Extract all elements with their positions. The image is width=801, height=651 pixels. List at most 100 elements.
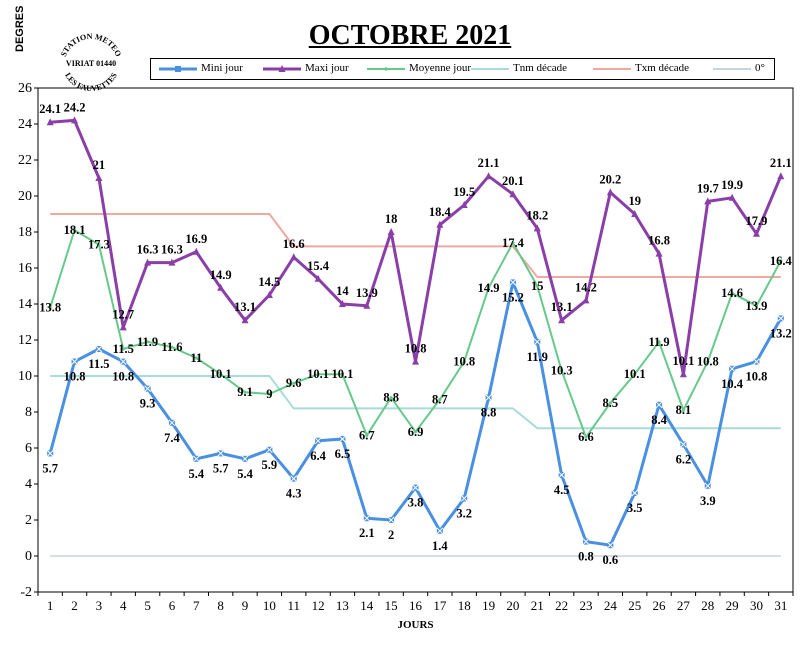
mini-data-label: 8.4 <box>651 413 667 427</box>
x-tick-label: 12 <box>312 598 325 613</box>
x-tick-label: 26 <box>653 598 667 613</box>
moyenne-data-label: 11.9 <box>648 335 669 349</box>
y-tick-label: 2 <box>25 513 32 528</box>
moyenne-point <box>584 435 588 439</box>
maxi-point <box>655 249 663 257</box>
mini-point-cross <box>412 484 419 491</box>
mini-point-cross <box>606 541 614 549</box>
maxi-data-label: 16.3 <box>137 243 159 257</box>
maxi-data-label: 21.1 <box>770 156 792 170</box>
mini-data-label: 0.8 <box>578 550 594 564</box>
moyenne-data-label: 11.9 <box>137 335 158 349</box>
maxi-point <box>46 118 54 126</box>
maxi-point <box>679 370 687 378</box>
mini-point-cross <box>728 365 736 373</box>
mini-data-label: 10.8 <box>112 370 134 384</box>
x-tick-label: 31 <box>774 598 787 613</box>
moyenne-point <box>413 430 418 434</box>
maxi-data-label: 14.5 <box>258 275 280 289</box>
maxi-data-label: 24.2 <box>64 100 86 114</box>
x-tick-label: 27 <box>677 598 691 613</box>
moyenne-data-label: 17.3 <box>88 238 110 252</box>
mini-point-cross <box>144 385 151 392</box>
y-tick-label: 0 <box>25 549 32 564</box>
x-tick-label: 22 <box>555 598 568 613</box>
moyenne-point <box>657 340 661 344</box>
maxi-point <box>777 172 785 180</box>
mini-point-cross <box>509 279 517 286</box>
moyenne-data-label: 10.3 <box>551 364 573 378</box>
moyenne-point <box>48 306 52 310</box>
maxi-point <box>168 258 176 266</box>
mini-data-label: 3.8 <box>408 496 424 510</box>
moyenne-point <box>292 381 296 385</box>
maxi-point <box>241 316 249 324</box>
moyenne-point <box>145 340 150 344</box>
moyenne-data-label: 13.9 <box>746 299 768 313</box>
chart-title: OCTOBRE 2021 <box>308 20 512 51</box>
y-tick-label: 8 <box>25 405 32 420</box>
moyenne-data-label: 16.4 <box>770 254 793 268</box>
moyenne-data-label: 10.8 <box>697 355 719 369</box>
legend-marker <box>175 66 181 72</box>
mini-point-cross <box>704 482 712 490</box>
maxi-data-label: 16.3 <box>161 243 183 257</box>
moyenne-data-label: 10.1 <box>624 367 646 381</box>
txm-decade-line <box>50 213 781 278</box>
moyenne-point <box>438 397 442 401</box>
y-tick-label: 22 <box>18 153 32 168</box>
x-tick-label: 19 <box>482 598 495 613</box>
tnm-decade-line <box>50 375 781 430</box>
maxi-data-label: 20.2 <box>599 172 621 186</box>
x-tick-label: 13 <box>336 598 349 613</box>
moyenne-data-label: 13.8 <box>39 301 61 315</box>
mini-point-cross <box>436 527 444 535</box>
moyenne-data-label: 15 <box>531 279 544 293</box>
maxi-point <box>412 357 419 365</box>
maxi-data-label: 10.1 <box>672 354 694 368</box>
x-tick-label: 14 <box>360 598 374 613</box>
maxi-point <box>217 283 225 291</box>
maxi-point <box>728 193 736 201</box>
x-tick-label: 30 <box>750 598 763 613</box>
moyenne-data-label: 8.5 <box>603 396 619 410</box>
x-tick-label: 20 <box>506 598 519 613</box>
y-tick-label: 6 <box>25 441 32 456</box>
y-tick-label: 26 <box>18 81 32 96</box>
moyenne-point <box>754 304 759 308</box>
moyenne-point <box>633 372 637 376</box>
moyenne-data-label: 18.1 <box>64 223 86 237</box>
legend-swatch <box>263 65 301 72</box>
maxi-point <box>558 316 566 324</box>
moyenne-point <box>535 284 539 288</box>
mini-data-label: 5.9 <box>262 458 278 472</box>
maxi-data-label: 21 <box>93 158 106 172</box>
moyenne-data-label: 9 <box>266 387 272 401</box>
mini-point-cross <box>631 489 639 497</box>
maxi-data-label: 14.2 <box>575 280 597 294</box>
maxi-data-label: 14.9 <box>210 268 232 282</box>
moyenne-data-label: 8.7 <box>432 392 448 406</box>
legend-label: Tnm décade <box>513 62 568 74</box>
x-tick-label: 2 <box>71 598 78 613</box>
maxi-point <box>95 174 103 181</box>
mini-point-cross <box>290 475 298 482</box>
y-tick-label: 18 <box>18 225 32 240</box>
x-tick-label: 4 <box>120 598 127 613</box>
x-tick-label: 8 <box>217 598 224 613</box>
mini-data-label: 15.2 <box>502 290 524 304</box>
mini-data-label: 6.2 <box>676 452 692 466</box>
maxi-point <box>704 197 712 205</box>
maxi-point <box>752 229 760 237</box>
mini-point-cross <box>387 516 395 524</box>
mini-point-cross <box>558 471 565 479</box>
mini-data-label: 10.4 <box>721 377 744 391</box>
mini-data-label: 11.5 <box>88 357 109 371</box>
moyenne-data-label: 11.6 <box>161 340 182 354</box>
maxi-data-label: 16.6 <box>283 237 305 251</box>
y-tick-label: 12 <box>18 333 32 348</box>
maxi-data-label: 19.5 <box>453 185 475 199</box>
mini-point-cross <box>363 514 371 522</box>
